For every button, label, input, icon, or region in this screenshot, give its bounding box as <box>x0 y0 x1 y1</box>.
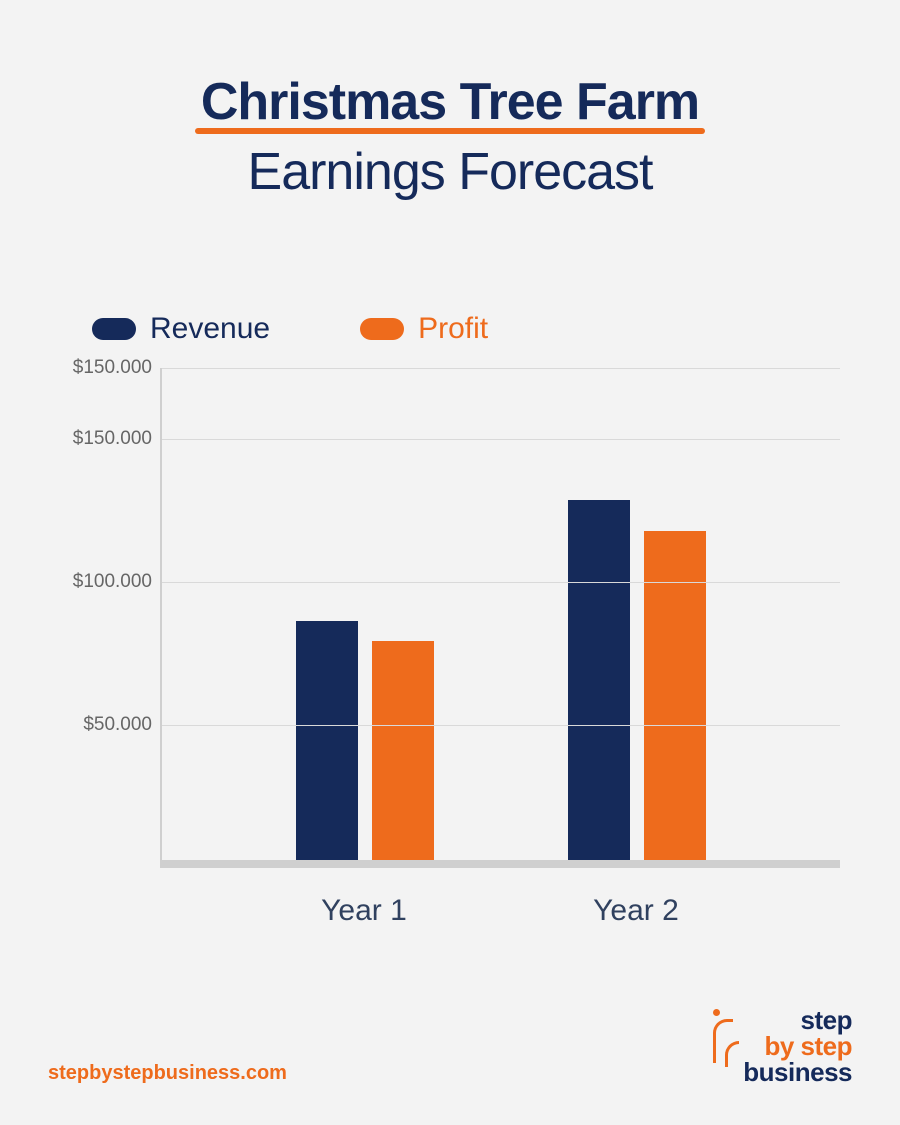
legend-label-revenue: Revenue <box>150 312 270 346</box>
gridline <box>162 582 840 583</box>
bar-group <box>568 500 706 860</box>
title-underline <box>195 128 705 134</box>
gridline <box>162 439 840 440</box>
chart: $50.000$100.000$150.000$150.000Year 1Yea… <box>50 368 850 928</box>
bar <box>644 531 706 860</box>
brand-logo: step by step business <box>715 1007 852 1085</box>
legend-swatch-profit <box>360 318 404 340</box>
chart-header: Christmas Tree Farm Earnings Forecast <box>0 0 900 202</box>
legend: Revenue Profit <box>92 312 900 346</box>
legend-swatch-revenue <box>92 318 136 340</box>
logo-word-2: by step <box>743 1033 852 1059</box>
logo-arc-icon <box>725 1041 739 1067</box>
bar <box>296 621 358 860</box>
site-url: stepbystepbusiness.com <box>48 1062 287 1085</box>
title-line-1: Christmas Tree Farm <box>201 72 699 132</box>
bar <box>568 500 630 860</box>
gridline <box>162 368 840 369</box>
y-tick-label: $150.000 <box>50 428 152 450</box>
legend-item-profit: Profit <box>360 312 488 346</box>
legend-label-profit: Profit <box>418 312 488 346</box>
title-line-2: Earnings Forecast <box>0 142 900 202</box>
gridline <box>162 725 840 726</box>
x-tick-label: Year 1 <box>321 894 407 928</box>
plot-area <box>160 368 840 868</box>
logo-word-1: step <box>743 1007 852 1033</box>
bar-group <box>296 621 434 860</box>
y-tick-label: $150.000 <box>50 357 152 379</box>
bars-layer <box>162 368 840 860</box>
bar <box>372 641 434 860</box>
logo-word-3: business <box>743 1059 852 1085</box>
legend-item-revenue: Revenue <box>92 312 270 346</box>
x-axis <box>162 860 840 868</box>
y-tick-label: $50.000 <box>50 714 152 736</box>
x-tick-label: Year 2 <box>593 894 679 928</box>
footer: stepbystepbusiness.com step by step busi… <box>48 1007 852 1085</box>
logo-dot-icon <box>713 1009 720 1016</box>
y-tick-label: $100.000 <box>50 571 152 593</box>
